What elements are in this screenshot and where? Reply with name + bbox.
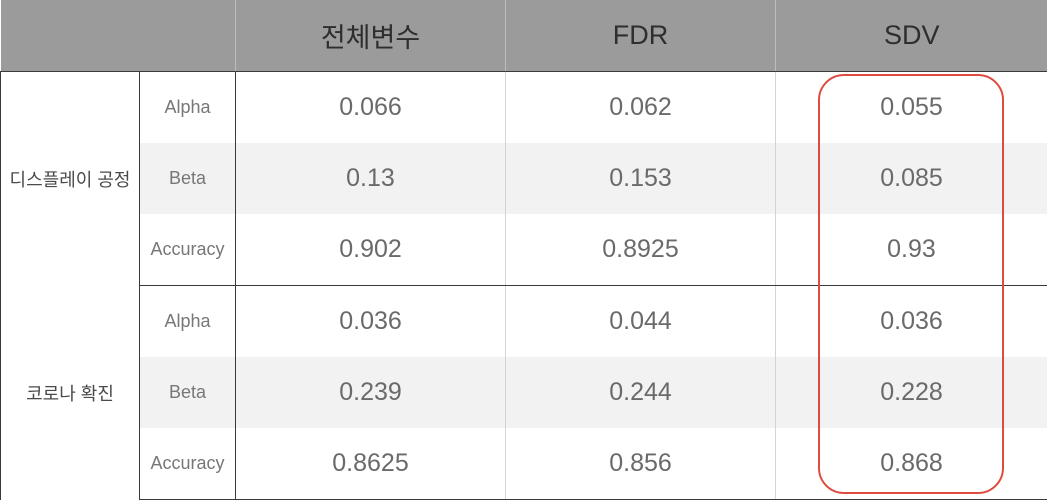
table-row: 디스플레이 공정 Alpha 0.066 0.062 0.055 (0, 71, 1047, 286)
cell-fdr: 0.856 (505, 428, 776, 500)
cell-sdv: 0.228 (775, 357, 1047, 428)
cell-sdv: 0.93 (775, 214, 1047, 286)
metric-label: Accuracy (139, 428, 236, 500)
header-all-variables: 전체변수 (235, 0, 506, 72)
metric-label: Alpha (139, 285, 236, 357)
cell-sdv: 0.036 (775, 285, 1047, 357)
cell-all-variables: 0.066 (235, 71, 506, 143)
cell-all-variables: 0.902 (235, 214, 506, 286)
table-row: Accuracy 0.8625 0.856 0.868 (1, 428, 1047, 500)
cell-sdv: 0.868 (775, 428, 1047, 500)
header-corner (0, 0, 236, 72)
cell-sdv: 0.085 (775, 143, 1047, 214)
cell-fdr: 0.062 (505, 71, 776, 143)
table-row: Accuracy 0.902 0.8925 0.93 (1, 214, 1047, 286)
cell-all-variables: 0.13 (235, 143, 506, 214)
cell-fdr: 0.044 (505, 285, 776, 357)
cell-sdv: 0.055 (775, 71, 1047, 143)
cell-fdr: 0.244 (505, 357, 776, 428)
table-row: 코로나 확진 Alpha 0.036 0.044 0.036 (0, 285, 1047, 500)
metric-label: Alpha (139, 71, 236, 143)
metric-label: Beta (139, 357, 236, 428)
table-row: Beta 0.239 0.244 0.228 (1, 357, 1047, 428)
header-row: 전체변수 FDR SDV (0, 0, 1047, 72)
cell-fdr: 0.8925 (505, 214, 776, 286)
header-fdr: FDR (505, 0, 776, 72)
metric-label: Accuracy (139, 214, 236, 286)
table-row: Beta 0.13 0.153 0.085 (1, 143, 1047, 214)
metric-label: Beta (139, 143, 236, 214)
header-sdv: SDV (775, 0, 1047, 72)
cell-all-variables: 0.036 (235, 285, 506, 357)
group-label: 디스플레이 공정 (0, 71, 140, 286)
cell-all-variables: 0.8625 (235, 428, 506, 500)
group-label: 코로나 확진 (0, 285, 140, 500)
cell-all-variables: 0.239 (235, 357, 506, 428)
cell-fdr: 0.153 (505, 143, 776, 214)
